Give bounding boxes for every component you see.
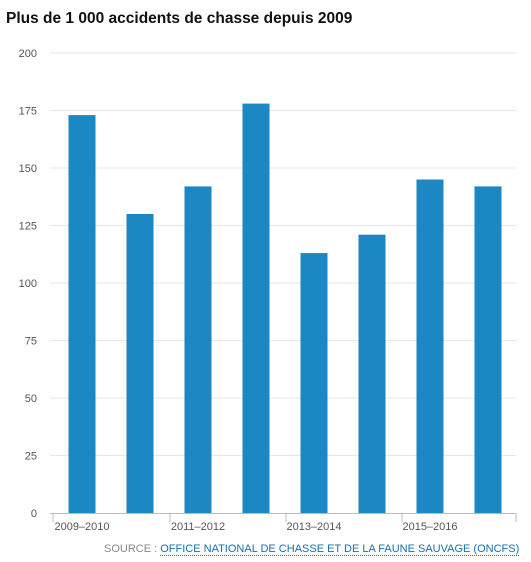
y-tick-label-125: 125 xyxy=(19,221,37,233)
gridlines xyxy=(50,52,516,456)
bars xyxy=(68,103,502,513)
bar-2014–2015 xyxy=(358,234,386,513)
y-tick-label-50: 50 xyxy=(25,393,37,405)
x-tick-label-2011–2012: 2011–2012 xyxy=(171,521,225,533)
x-tick-label-2009–2010: 2009–2010 xyxy=(54,521,109,533)
bar-2009–2010 xyxy=(68,115,96,513)
y-tick-label-100: 100 xyxy=(19,278,37,290)
bar-2011–2012 xyxy=(184,186,212,513)
y-tick-label-175: 175 xyxy=(19,106,37,118)
source-prefix: SOURCE : xyxy=(104,543,161,555)
bar-2012–2013 xyxy=(242,103,270,513)
x-axis-labels: 2009–2010 2011–2012 2013–2014 2015–2016 xyxy=(54,521,457,533)
bar-2015–2016 xyxy=(416,179,444,513)
y-tick-label-200: 200 xyxy=(19,48,37,60)
y-axis-labels: 0 25 50 75 100 125 150 175 200 xyxy=(19,48,37,520)
source-note: SOURCE : OFFICE NATIONAL DE CHASSE ET DE… xyxy=(104,543,520,556)
bar-2016–2017 xyxy=(474,186,502,513)
x-tick-label-2013–2014: 2013–2014 xyxy=(286,521,341,533)
source-link[interactable]: OFFICE NATIONAL DE CHASSE ET DE LA FAUNE… xyxy=(160,543,520,556)
bar-2013–2014 xyxy=(300,253,328,513)
y-tick-label-25: 25 xyxy=(25,451,37,463)
bar-2010–2011 xyxy=(126,214,154,513)
x-tick-label-2015–2016: 2015–2016 xyxy=(402,521,457,533)
y-tick-label-0: 0 xyxy=(31,508,37,520)
y-tick-label-75: 75 xyxy=(25,336,37,348)
y-tick-label-150: 150 xyxy=(19,163,37,175)
x-axis xyxy=(50,513,517,522)
bar-chart: 0 25 50 75 100 125 150 175 200 2009–2010 2011–201… xyxy=(19,48,517,533)
chart-title: Plus de 1 000 accidents de chasse depuis… xyxy=(6,10,353,27)
